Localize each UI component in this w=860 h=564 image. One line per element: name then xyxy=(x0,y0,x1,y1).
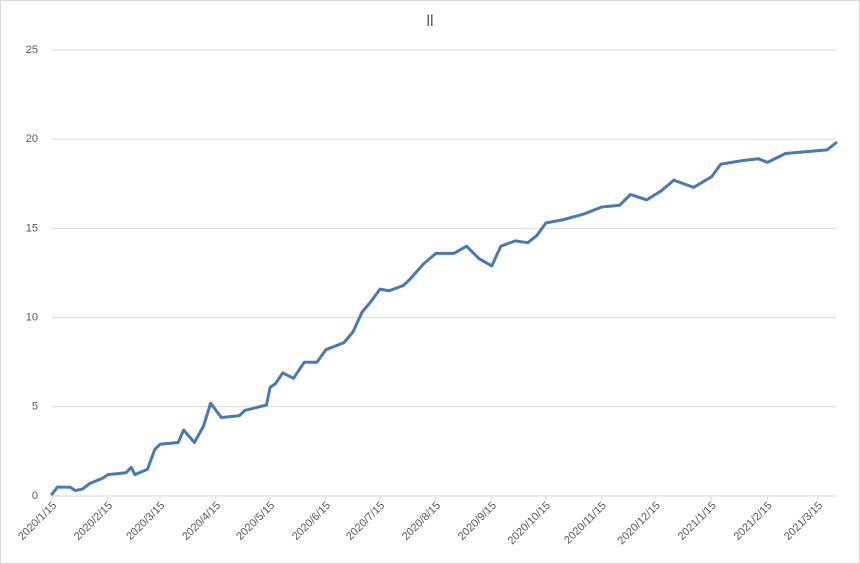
chart-title: ll xyxy=(426,13,433,30)
y-tick-label: 15 xyxy=(26,222,38,234)
y-tick-label: 20 xyxy=(26,133,38,145)
y-tick-label: 10 xyxy=(26,312,38,324)
y-tick-label: 5 xyxy=(32,401,38,413)
y-tick-label: 25 xyxy=(26,44,38,56)
y-tick-label: 0 xyxy=(32,490,38,502)
data-line xyxy=(50,141,838,496)
